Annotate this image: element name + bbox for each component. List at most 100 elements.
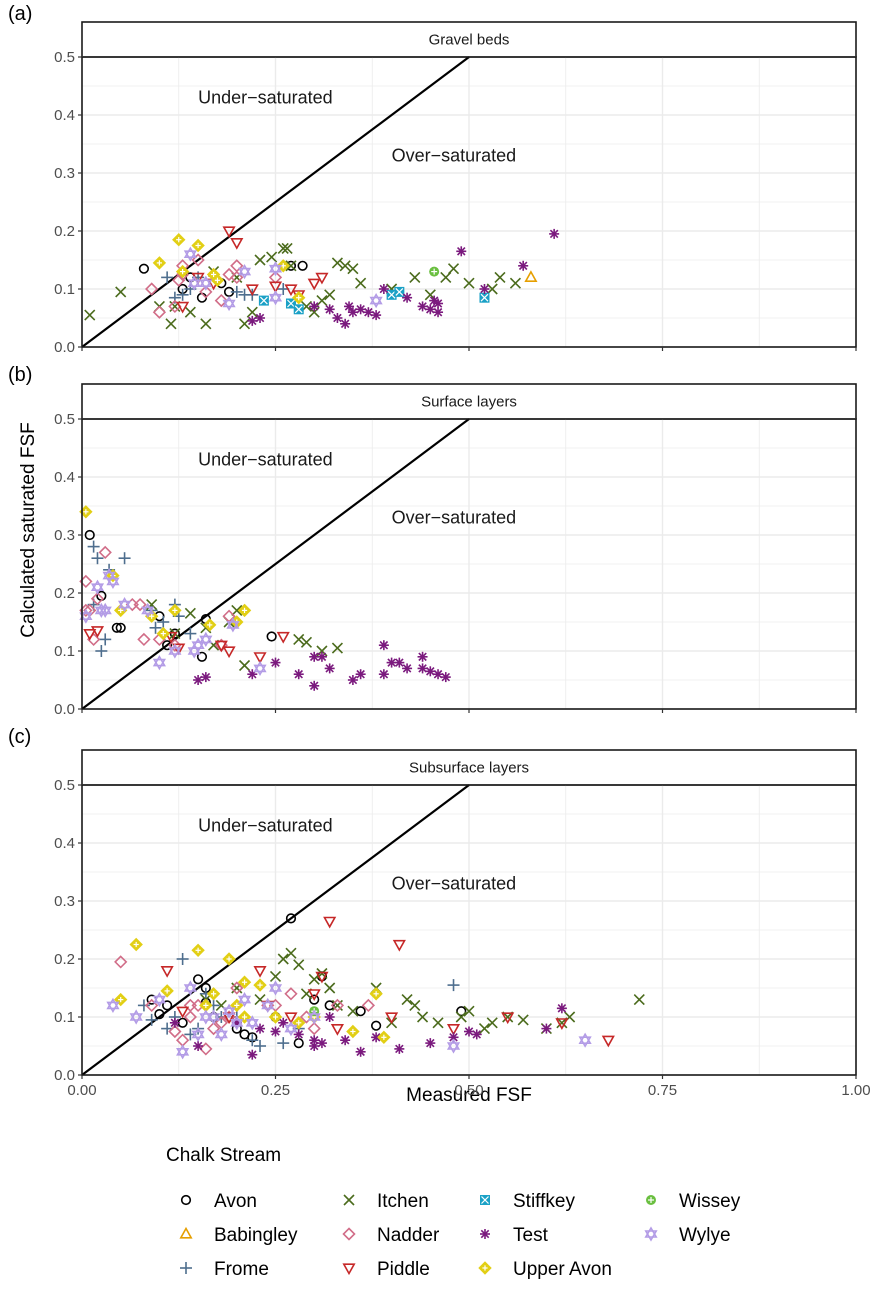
point-piddle [323,916,337,929]
point-itchen [277,242,289,254]
point-test [344,301,355,312]
point-wylye [106,997,120,1013]
point-wylye [199,275,213,291]
point-test [417,301,428,312]
point-test [433,669,444,680]
point-test [309,301,320,312]
y-tick-label: 0.5 [54,411,75,428]
point-wylye [98,602,112,618]
point-avon [196,292,208,303]
point-frome [99,633,112,646]
legend-label: Avon [214,1191,257,1212]
point-stiffkey [394,286,405,297]
point-upper-avon [369,987,383,1001]
point-stiffkey [293,304,304,315]
point-test [324,663,335,674]
point-itchen [184,607,196,619]
point-avon [138,263,150,274]
point-test [402,292,413,303]
point-test [193,1041,204,1051]
panel-tag: (a) [8,3,32,25]
point-itchen [269,970,282,982]
point-test [355,1046,366,1057]
point-upper-avon [206,987,221,1001]
y-tick-label: 0.4 [54,107,75,124]
point-piddle [90,626,105,638]
point-itchen [316,295,328,307]
point-itchen [409,999,421,1011]
under-saturated-label: Under−saturated [198,87,333,107]
point-test [394,1043,405,1054]
point-piddle [222,226,236,239]
point-avon [285,913,297,924]
point-avon [371,1020,382,1031]
point-frome [149,621,162,634]
point-wylye [79,608,93,624]
point-wylye [152,655,166,671]
point-frome [95,645,108,657]
point-wylye [141,602,155,618]
point-wylye [237,264,252,280]
point-test [433,307,444,318]
panel-tag: (b) [8,364,32,386]
point-avon [162,640,173,651]
point-itchen [478,1023,491,1035]
point-piddle [214,640,228,653]
y-tick-label: 0.3 [54,527,75,544]
point-avon [456,1006,467,1017]
legend-label: Wissey [679,1191,741,1212]
point-piddle [176,301,190,314]
panel-tag: (c) [8,726,31,748]
point-wylye [268,290,283,306]
point-test [316,1038,327,1049]
point-test [425,666,436,677]
point-itchen [293,633,305,645]
facet-strip-label: Gravel beds [429,32,510,49]
legend: Chalk Stream Avon Babingley Frome Itchen Nad… [166,1145,741,1280]
point-itchen [266,251,278,263]
point-itchen [494,271,506,283]
point-itchen [486,1017,498,1029]
legend-key-stiffkey [480,1195,490,1205]
point-frome [176,953,189,965]
point-nadder [168,1024,182,1039]
point-upper-avon [268,1010,283,1024]
panel-subsurface-layers: (c) Subsurface layers Under−saturated Over−… [8,726,871,1099]
point-itchen [355,277,367,289]
point-frome [91,552,104,565]
point-test [332,313,343,323]
point-itchen [238,659,251,672]
y-tick-label: 0.5 [54,49,75,66]
point-avon [115,622,126,633]
x-axis-title: Measured FSF [406,1085,532,1106]
point-piddle [276,631,290,644]
point-avon [266,631,277,642]
point-frome [161,271,174,284]
y-tick-label: 0.4 [54,469,75,486]
point-upper-avon [152,256,167,270]
panel-gravel-beds: (a) Gravel beds Under−saturated Over−satura… [8,3,857,356]
point-test [247,1049,258,1060]
legend-item-nadder: Nadder [342,1225,440,1246]
point-avon [111,622,122,633]
point-test [340,318,351,329]
point-frome [161,1022,174,1035]
point-test [340,1035,351,1046]
point-test [425,304,436,315]
data-points [79,505,451,691]
point-itchen [486,283,498,295]
legend-label: Wylye [679,1225,731,1246]
legend-item-stiffkey: Stiffkey [480,1191,575,1212]
point-piddle [385,1012,399,1025]
point-itchen [293,959,305,971]
point-test [316,651,327,662]
point-stiffkey [258,295,269,306]
point-upper-avon [199,998,213,1013]
point-piddle [253,652,267,664]
x-tick-label: 0.50 [454,1082,483,1099]
over-saturated-label: Over−saturated [392,145,517,165]
legend-item-piddle: Piddle [342,1259,430,1280]
under-saturated-label: Under−saturated [198,815,333,835]
legend-label: Babingley [214,1225,298,1246]
